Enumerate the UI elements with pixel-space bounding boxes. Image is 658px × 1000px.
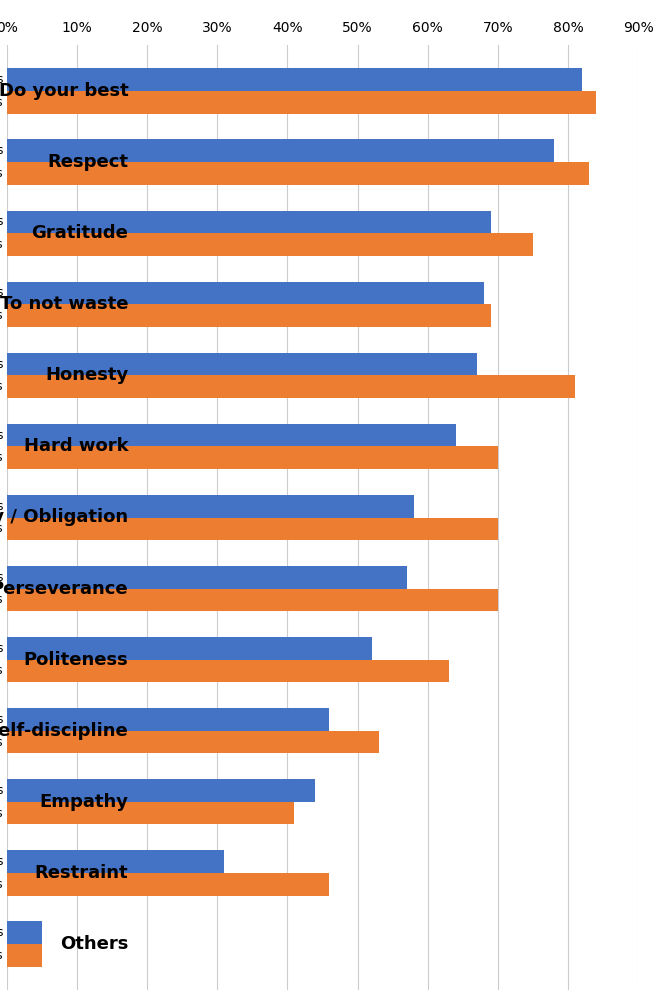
Text: Older adults: Older adults xyxy=(0,522,3,535)
Text: Older adults: Older adults xyxy=(0,949,3,962)
Text: Older adults: Older adults xyxy=(0,167,3,180)
Bar xyxy=(7,446,498,469)
Text: Empathy: Empathy xyxy=(39,793,128,811)
Bar xyxy=(7,518,498,540)
Bar xyxy=(7,68,582,91)
Text: Gratitude: Gratitude xyxy=(32,224,128,242)
Text: Older adults: Older adults xyxy=(0,664,3,677)
Bar xyxy=(7,233,533,256)
Text: Young adults: Young adults xyxy=(0,855,3,868)
Bar xyxy=(7,139,554,162)
Text: Honesty: Honesty xyxy=(45,366,128,384)
Text: Older adults: Older adults xyxy=(0,309,3,322)
Bar xyxy=(7,566,407,589)
Text: Older adults: Older adults xyxy=(0,807,3,820)
Text: Hard work: Hard work xyxy=(24,437,128,455)
Text: Young adults: Young adults xyxy=(0,215,3,228)
Text: Restraint: Restraint xyxy=(35,864,128,882)
Text: Young adults: Young adults xyxy=(0,713,3,726)
Text: Older adults: Older adults xyxy=(0,451,3,464)
Text: Young adults: Young adults xyxy=(0,571,3,584)
Bar xyxy=(7,708,330,731)
Text: Perseverance: Perseverance xyxy=(0,580,128,598)
Text: Older adults: Older adults xyxy=(0,96,3,109)
Text: Older adults: Older adults xyxy=(0,878,3,891)
Text: Young adults: Young adults xyxy=(0,429,3,442)
Text: Self-discipline: Self-discipline xyxy=(0,722,128,740)
Text: Young adults: Young adults xyxy=(0,642,3,655)
Text: Young adults: Young adults xyxy=(0,286,3,299)
Text: Politeness: Politeness xyxy=(24,651,128,669)
Text: Young adults: Young adults xyxy=(0,784,3,797)
Bar xyxy=(7,873,330,896)
Text: Young adults: Young adults xyxy=(0,500,3,513)
Bar xyxy=(7,802,294,824)
Bar xyxy=(7,779,315,802)
Text: Young adults: Young adults xyxy=(0,144,3,157)
Text: Do your best: Do your best xyxy=(0,82,128,100)
Text: Older adults: Older adults xyxy=(0,238,3,251)
Bar xyxy=(7,731,378,753)
Bar xyxy=(7,91,596,114)
Text: Older adults: Older adults xyxy=(0,736,3,749)
Bar xyxy=(7,637,372,660)
Text: Others: Others xyxy=(60,935,128,953)
Bar xyxy=(7,162,589,185)
Bar xyxy=(7,353,477,375)
Bar xyxy=(7,211,491,233)
Bar xyxy=(7,921,41,944)
Text: Duty / Obligation: Duty / Obligation xyxy=(0,508,128,526)
Bar xyxy=(7,495,414,518)
Text: Young adults: Young adults xyxy=(0,926,3,939)
Bar xyxy=(7,850,224,873)
Bar xyxy=(7,282,484,304)
Text: To not waste: To not waste xyxy=(0,295,128,313)
Text: Respect: Respect xyxy=(47,153,128,171)
Text: Young adults: Young adults xyxy=(0,358,3,371)
Bar xyxy=(7,660,449,682)
Bar xyxy=(7,589,498,611)
Text: Older adults: Older adults xyxy=(0,380,3,393)
Text: Young adults: Young adults xyxy=(0,73,3,86)
Bar xyxy=(7,424,456,446)
Bar xyxy=(7,375,575,398)
Text: Older adults: Older adults xyxy=(0,593,3,606)
Bar xyxy=(7,304,491,327)
Bar xyxy=(7,944,41,967)
